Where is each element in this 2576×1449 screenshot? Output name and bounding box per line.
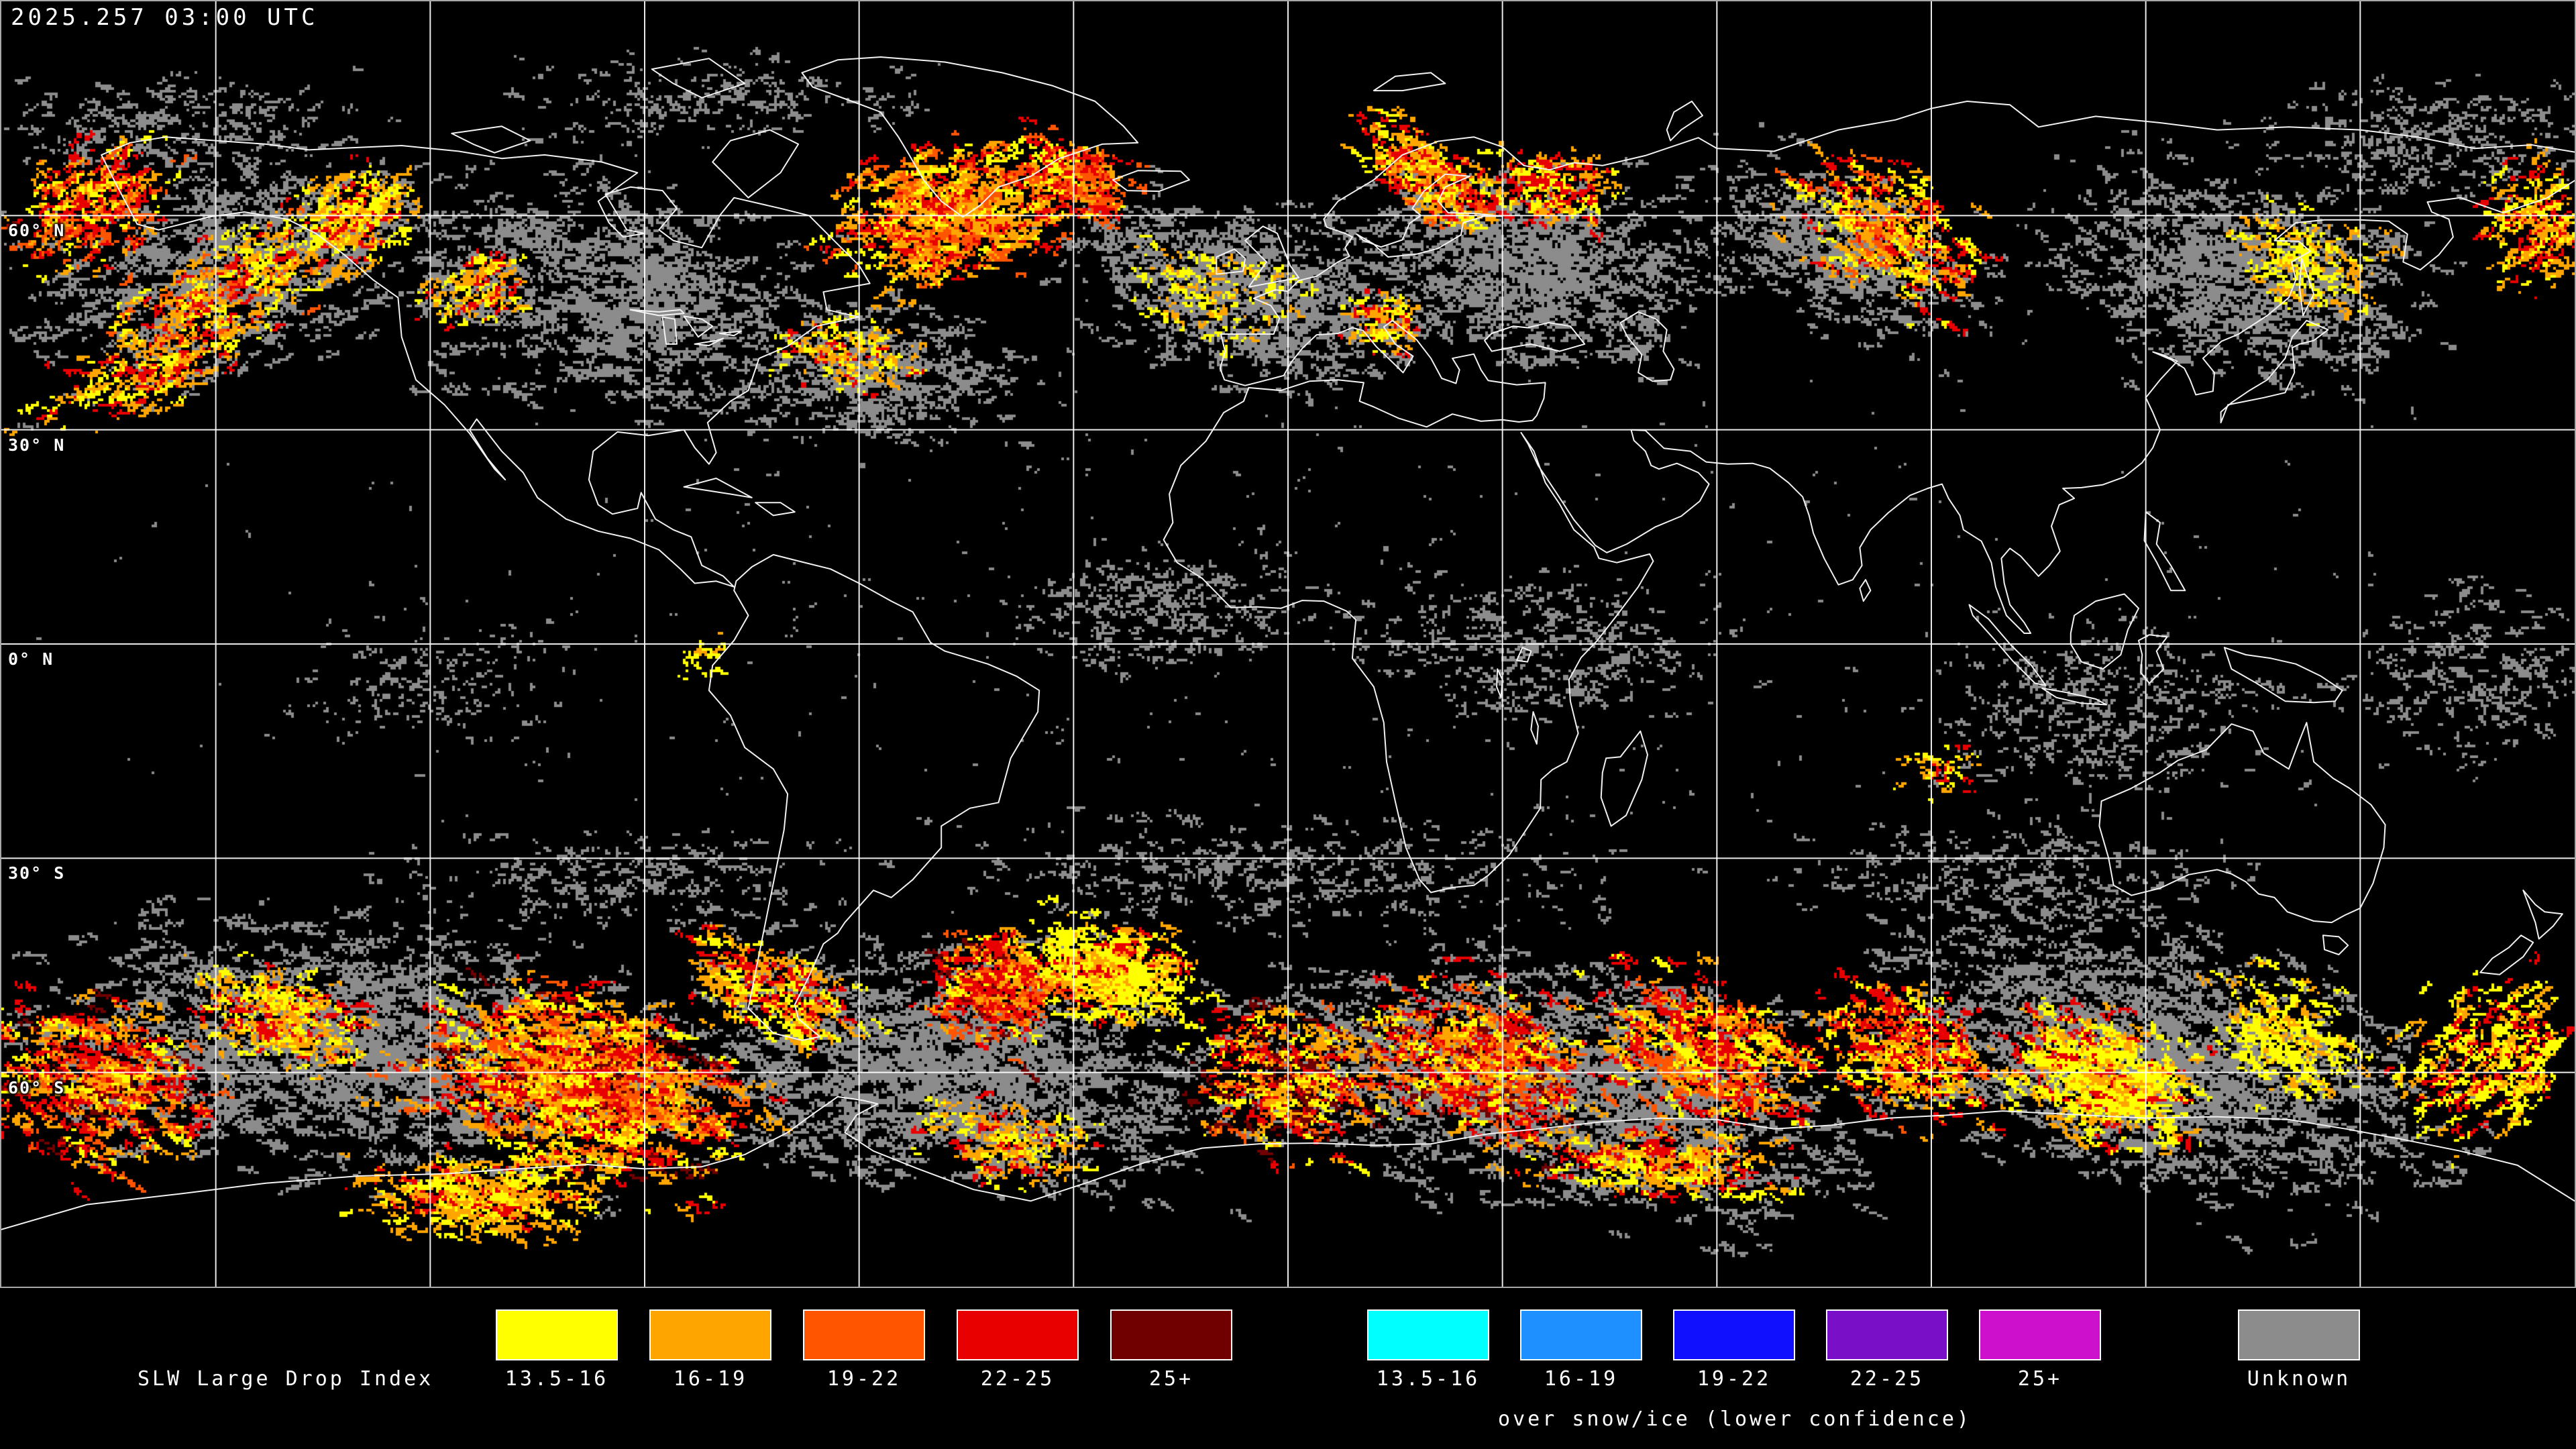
coastline-sumatra [1968, 604, 2047, 686]
coastline-antarctica [1, 1095, 2575, 1230]
timestamp-label: 2025.257 03:00 UTC [11, 4, 319, 31]
coastline-lake-tanganyika [1496, 668, 1503, 698]
coastline-victoria-island [451, 125, 531, 154]
coastline-sri-lanka [1859, 579, 1872, 602]
coastline-svalbard [1373, 72, 1446, 92]
legend-swatch [1673, 1309, 1795, 1360]
coastline-tasmania [2322, 934, 2349, 955]
coastline-sulawesi [2138, 634, 2168, 684]
legend-item: 13.5-16 [1367, 1309, 1489, 1417]
coastline-lake-ontario [718, 330, 742, 337]
legend-snow-ice-caption: over snow/ice (lower confidence) [1498, 1407, 1972, 1431]
legend-item: 22-25 [1826, 1309, 1948, 1417]
latitude-label: 30° N [8, 435, 66, 455]
coastline-ireland [1216, 248, 1246, 275]
legend-swatch [803, 1309, 925, 1360]
coastline-lake-superior [629, 309, 685, 317]
coastline-new-guinea [2223, 647, 2343, 704]
coastline-black-sea [1484, 322, 1586, 352]
coastline-lake-michigan [661, 316, 678, 345]
legend-bar: SLW Large Drop Index 13.5-16 16-19 19-22 22… [0, 1288, 2576, 1449]
coastline-baltic [1356, 173, 1503, 258]
legend-item-unknown: Unknown [2238, 1309, 2360, 1417]
legend-swatch [1979, 1309, 2101, 1360]
coastline-japan [2220, 319, 2329, 423]
legend-swatch [496, 1309, 618, 1360]
coastline-new-zealand-north [2522, 890, 2563, 940]
legend-range-label: 25+ [2017, 1367, 2063, 1391]
coastline-lake-malawi [1530, 711, 1539, 745]
coastline-arctic-russia [1323, 101, 2575, 238]
legend-range-label: 13.5-16 [504, 1367, 609, 1391]
legend-swatch-unknown [2238, 1309, 2360, 1360]
legend-item: 25+ [1110, 1309, 1232, 1417]
legend-range-label: 25+ [1148, 1367, 1194, 1391]
coastline-greenland [801, 56, 1139, 218]
latitude-label: 60° S [8, 1077, 66, 1097]
legend-range-label: Unknown [2247, 1367, 2351, 1391]
legend-item: 19-22 [803, 1309, 925, 1417]
coastline-south-america [708, 553, 1040, 1041]
coastline-lake-huron [683, 315, 714, 338]
world-map: 60° N 30° N 0° N 30° S 60° S 2025.257 03:00 … [0, 0, 2576, 1288]
latitude-label: 30° S [8, 863, 66, 883]
coastline-australia [2098, 722, 2386, 924]
legend-range-label: 22-25 [1849, 1367, 1925, 1391]
coastline-lake-erie [694, 337, 724, 347]
latitude-label: 60° N [8, 221, 66, 241]
coastline-iceland [1112, 170, 1190, 193]
legend-range-label: 13.5-16 [1376, 1367, 1481, 1391]
legend-swatch [1520, 1309, 1642, 1360]
legend-range-label: 16-19 [1544, 1367, 1619, 1391]
coastline-caspian-sea [1619, 311, 1675, 382]
legend-item: 25+ [1979, 1309, 2101, 1417]
coastline-hispaniola [755, 502, 796, 517]
legend-item: 16-19 [649, 1309, 771, 1417]
latitude-label: 0° N [8, 649, 54, 669]
legend-swatch [957, 1309, 1079, 1360]
coastline-sakhalin [2298, 258, 2315, 317]
legend-range-label: 16-19 [673, 1367, 748, 1391]
coastline-baffin-island [712, 129, 800, 199]
coastline-new-zealand-south [2479, 934, 2534, 975]
legend-item: 16-19 [1520, 1309, 1642, 1417]
coastline-eurasia-africa [1163, 180, 2575, 894]
coastline-philippines [2143, 511, 2186, 592]
coastline-ellesmere-island [651, 58, 746, 99]
coastline-lake-victoria [1516, 647, 1532, 663]
legend-range-label: 19-22 [826, 1367, 902, 1391]
coastline-grid-layer [1, 1, 2575, 1287]
legend-swatch [649, 1309, 771, 1360]
legend-swatch [1826, 1309, 1948, 1360]
legend-range-label: 22-25 [980, 1367, 1055, 1391]
legend-swatch [1367, 1309, 1489, 1360]
legend-swatch [1110, 1309, 1232, 1360]
legend-range-label: 19-22 [1697, 1367, 1772, 1391]
coastline-cuba [683, 478, 753, 498]
coastline-north-america [101, 136, 871, 588]
legend-item: 13.5-16 [496, 1309, 618, 1417]
coastline-borneo [2070, 593, 2139, 670]
coastline-madagascar [1600, 730, 1648, 827]
legend-item: 22-25 [957, 1309, 1079, 1417]
coastline-great-britain [1244, 225, 1299, 288]
legend-title: SLW Large Drop Index [138, 1367, 434, 1391]
coastline-novaya-zemlya [1666, 101, 1703, 142]
legend-item: 19-22 [1673, 1309, 1795, 1417]
coastline-java [2041, 688, 2108, 706]
